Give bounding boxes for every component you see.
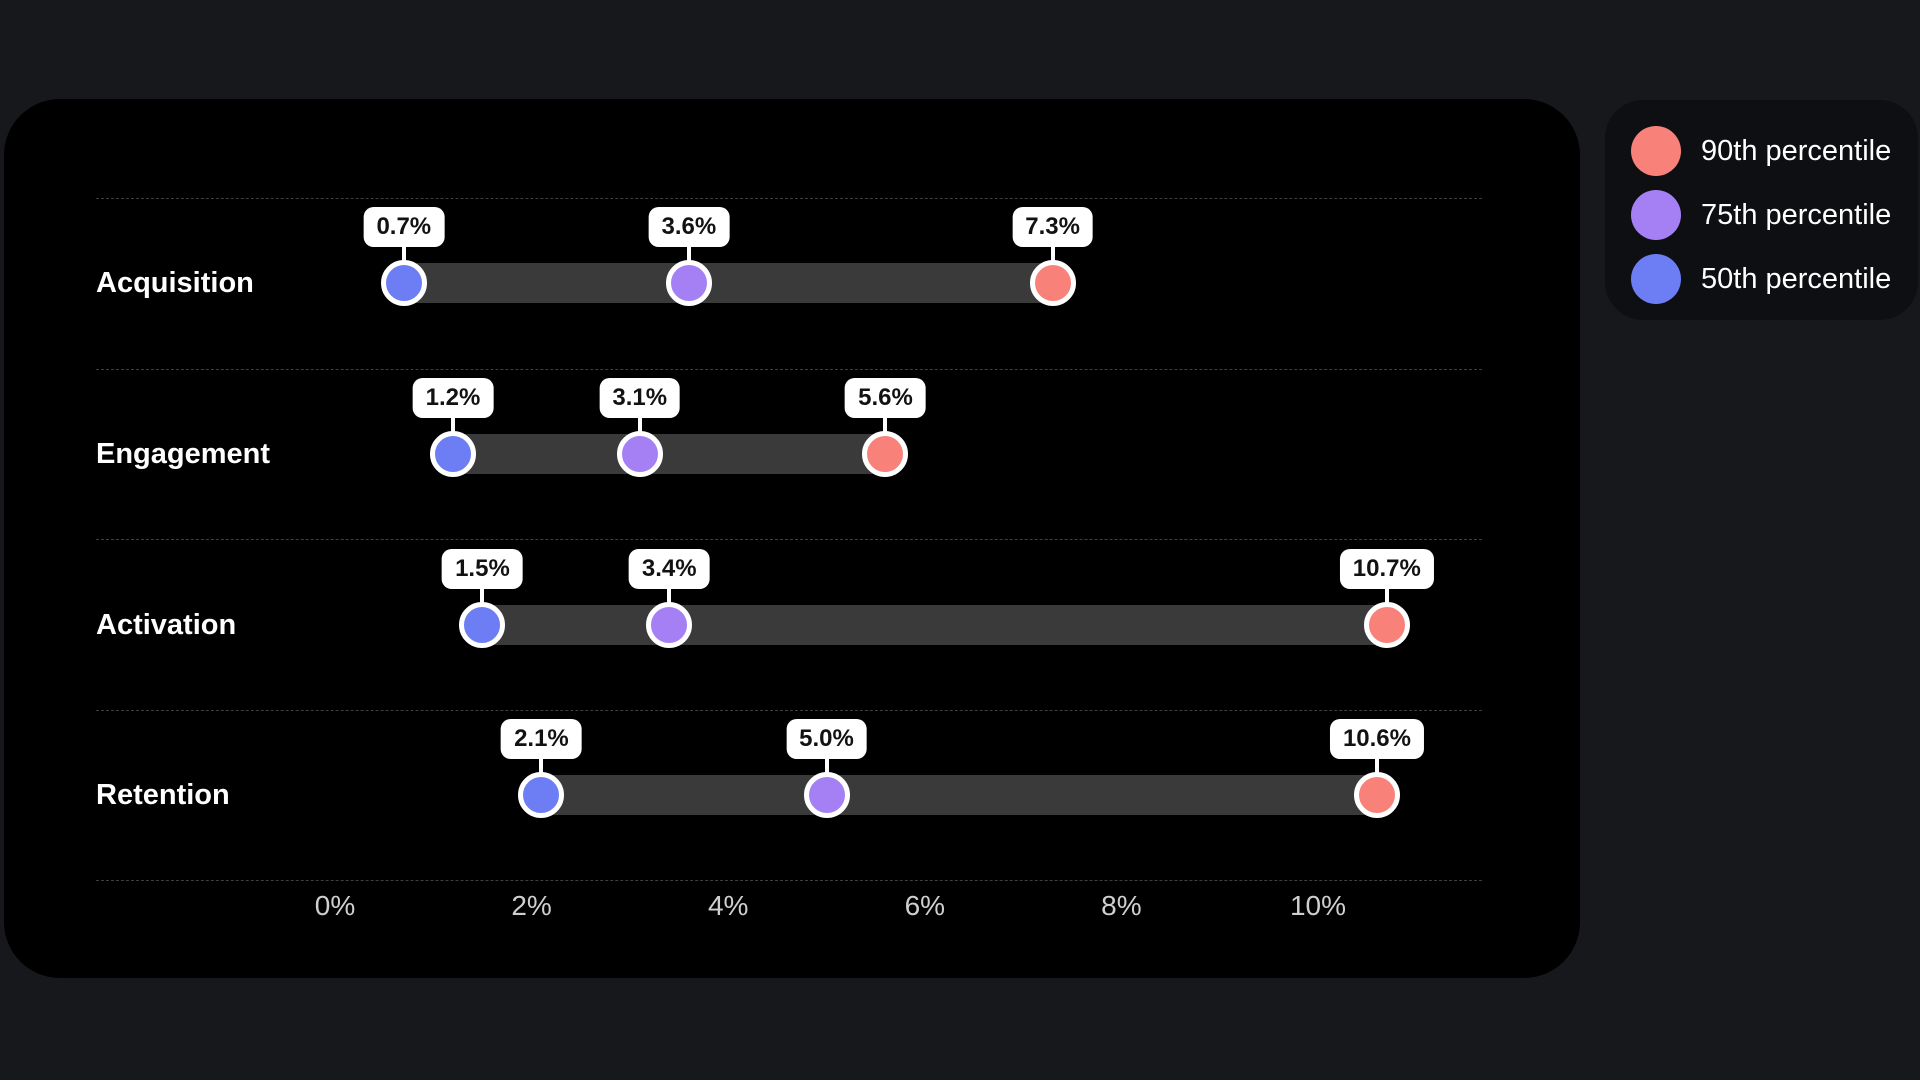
pill-stem (1050, 247, 1055, 263)
row-separator (96, 709, 1482, 711)
chart-card: Acquisition 0.7% 3.6% 7.3% Engagement 1.2% 3.1… (4, 99, 1580, 978)
row-separator (96, 539, 1482, 541)
pill-stem (637, 417, 642, 433)
percentile-dot-p50 (518, 772, 565, 819)
legend-swatch-p50 (1631, 254, 1681, 304)
row-separator (96, 880, 1482, 882)
pill-stem (686, 247, 691, 263)
legend-label: 50th percentile (1701, 262, 1892, 295)
percentile-dot-p75 (803, 772, 850, 819)
pill-stem (667, 588, 672, 604)
percentile-dot-p50 (459, 601, 506, 648)
pill-stem (450, 417, 455, 433)
legend-swatch-p75 (1631, 190, 1681, 240)
percentile-dot-p50 (380, 260, 427, 307)
legend: 90th percentile 75th percentile 50th perce… (1605, 100, 1918, 320)
x-axis-tick-label: 8% (1101, 890, 1142, 921)
value-pill: 0.7% (363, 207, 445, 248)
x-axis-tick-label: 10% (1289, 890, 1347, 921)
x-axis-tick-label: 0% (314, 890, 356, 921)
value-pill: 1.2% (412, 377, 494, 418)
legend-item-p75: 75th percentile (1631, 190, 1918, 240)
value-pill: 5.0% (786, 719, 867, 760)
category-label-engagement: Engagement (96, 437, 271, 470)
category-label-activation: Activation (96, 608, 237, 641)
value-pill: 3.6% (648, 207, 730, 248)
x-axis-tick-label: 2% (511, 890, 552, 921)
range-bar (482, 604, 1387, 645)
value-pill: 3.4% (628, 548, 710, 589)
percentile-dot-p90 (1029, 260, 1076, 307)
value-pill: 7.3% (1012, 207, 1093, 248)
percentile-dot-p50 (429, 430, 476, 477)
percentile-dot-p75 (646, 601, 693, 648)
range-bar (452, 433, 886, 474)
x-axis-tick-label: 4% (707, 890, 749, 921)
value-pill: 1.5% (442, 548, 523, 589)
pill-stem (883, 417, 888, 433)
pill-stem (1374, 759, 1379, 775)
percentile-dot-p90 (862, 430, 909, 477)
plot-area: Acquisition 0.7% 3.6% 7.3% Engagement 1.2% 3.1… (4, 99, 1580, 978)
x-axis-tick-label: 6% (904, 890, 946, 921)
pill-stem (824, 759, 829, 775)
pill-stem (401, 247, 406, 263)
value-pill: 5.6% (845, 377, 926, 418)
row-separator (96, 368, 1482, 370)
legend-label: 75th percentile (1701, 198, 1892, 231)
percentile-dot-p75 (616, 430, 663, 477)
percentile-dot-p90 (1353, 772, 1400, 819)
value-pill: 10.6% (1329, 719, 1424, 760)
legend-label: 90th percentile (1701, 134, 1892, 167)
pill-stem (480, 588, 485, 604)
value-pill: 10.7% (1339, 548, 1434, 589)
value-pill: 3.1% (599, 377, 681, 418)
legend-swatch-p90 (1631, 126, 1681, 176)
percentile-dot-p90 (1363, 601, 1410, 648)
range-bar (541, 775, 1377, 816)
legend-item-p50: 50th percentile (1631, 254, 1918, 304)
row-separator (96, 198, 1482, 199)
pill-stem (1384, 588, 1389, 604)
percentile-dot-p75 (665, 260, 712, 307)
legend-item-p90: 90th percentile (1631, 126, 1918, 176)
category-label-acquisition: Acquisition (96, 267, 254, 300)
category-label-retention: Retention (96, 779, 230, 812)
range-bar (403, 263, 1053, 304)
value-pill: 2.1% (501, 719, 582, 760)
pill-stem (539, 759, 544, 775)
